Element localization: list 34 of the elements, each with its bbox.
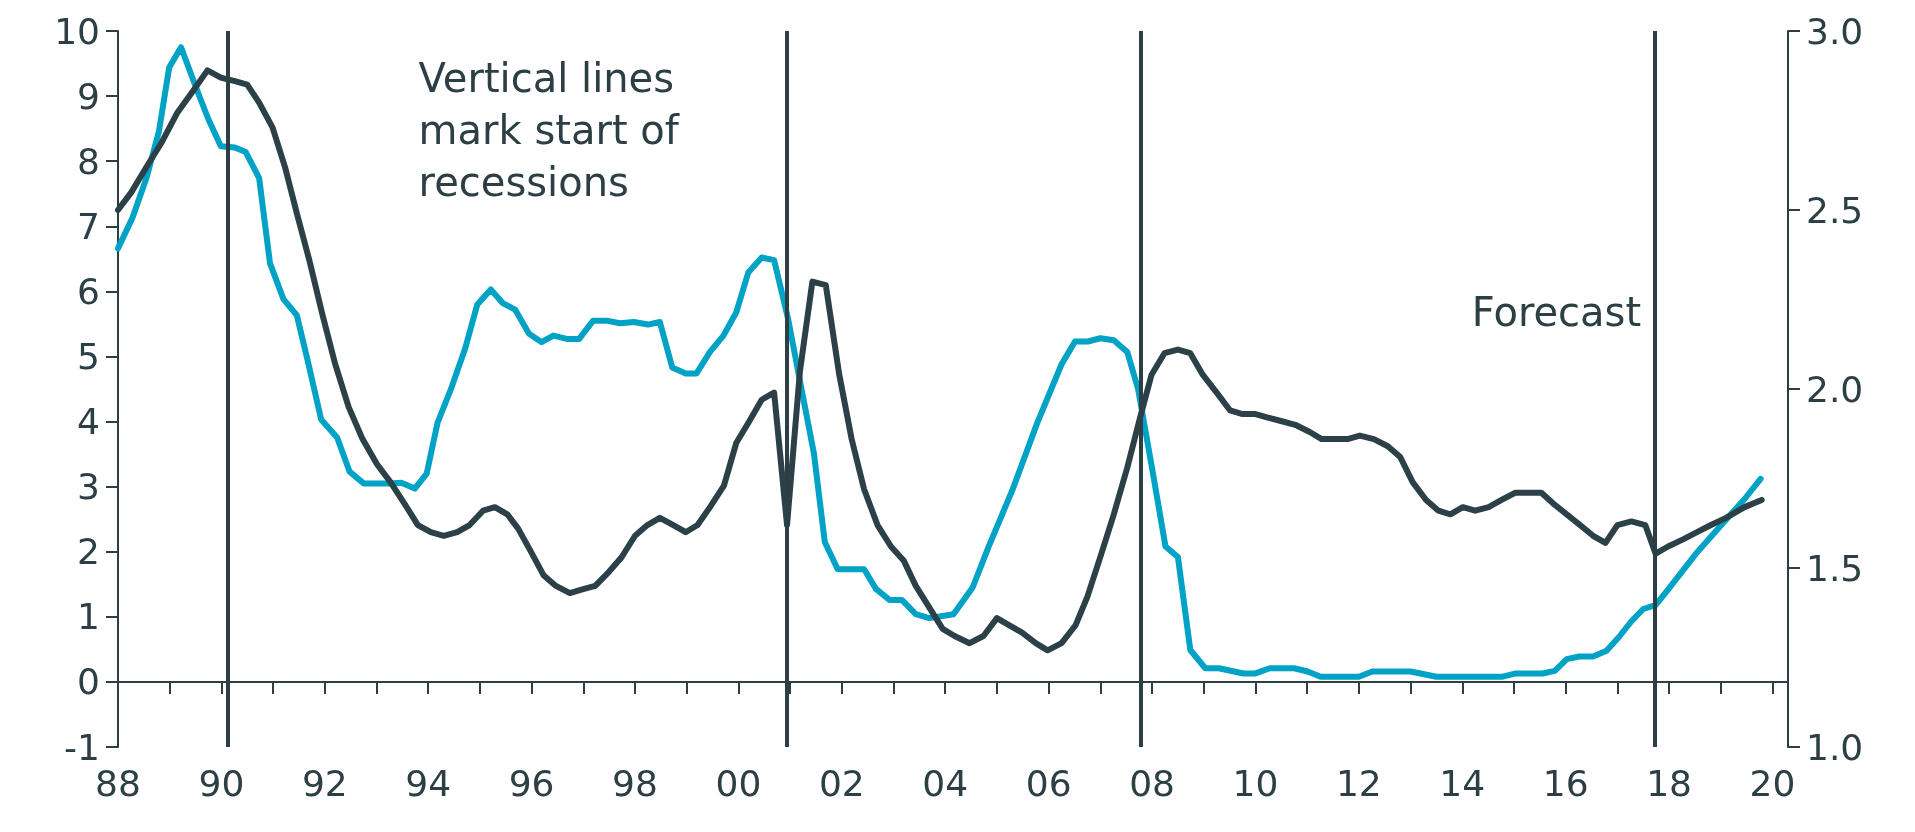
y2-tick-label: 2.0 — [1806, 368, 1864, 410]
x-tick-label: 04 — [922, 762, 969, 804]
y-tick-label: 9 — [77, 75, 100, 117]
y2-tick-label: 3.0 — [1806, 10, 1864, 52]
x-tick-label: 90 — [198, 762, 245, 804]
y-tick-label: 3 — [77, 466, 100, 508]
x-tick-label: 18 — [1646, 762, 1692, 804]
x-tick-label: 92 — [301, 762, 348, 804]
x-tick-label: 12 — [1335, 762, 1382, 804]
x-tick-label: 98 — [612, 762, 658, 804]
x-tick-label: 00 — [715, 762, 762, 804]
x-tick-label: 02 — [818, 762, 865, 804]
annotation: Vertical lines mark start of recessions — [418, 55, 680, 206]
y-tick-label: 4 — [77, 401, 100, 443]
y2-tick-label: 1.0 — [1806, 726, 1864, 768]
y-tick-label: 5 — [77, 335, 100, 377]
y2-tick-label: 1.5 — [1806, 547, 1864, 589]
y-tick-label: 0 — [77, 661, 100, 703]
y-tick-label: 7 — [77, 205, 100, 247]
x-tick-label: 96 — [508, 762, 555, 804]
y-tick-label: 1 — [77, 596, 100, 638]
x-tick-label: 10 — [1232, 762, 1279, 804]
y-tick-label: 10 — [54, 10, 100, 52]
x-tick-label: 06 — [1025, 762, 1072, 804]
x-tick-label: 08 — [1129, 762, 1175, 804]
y-tick-label: 6 — [77, 270, 100, 312]
x-tick-label: 14 — [1439, 762, 1486, 804]
y-tick-label: 2 — [77, 531, 100, 573]
x-tick-label: 20 — [1749, 762, 1796, 804]
x-tick-label: 94 — [405, 762, 452, 804]
x-tick-label: 16 — [1542, 762, 1589, 804]
y2-tick-label: 2.5 — [1806, 189, 1864, 231]
ref-line-label: Forecast — [1471, 288, 1642, 335]
y-tick-label: 8 — [77, 140, 100, 182]
